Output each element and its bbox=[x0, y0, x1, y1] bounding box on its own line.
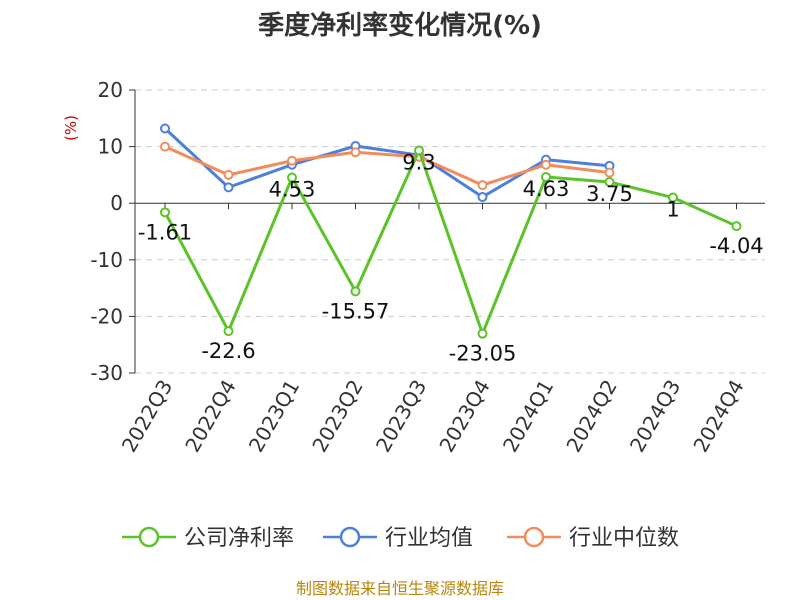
legend-label: 行业中位数 bbox=[569, 526, 679, 551]
series-point bbox=[287, 172, 297, 183]
series-point bbox=[287, 155, 297, 166]
x-tick-label: 2022Q3 bbox=[117, 376, 177, 457]
series-point bbox=[350, 286, 361, 297]
legend-label: 行业均值 bbox=[385, 526, 473, 551]
y-tick-label: -20 bbox=[90, 304, 123, 328]
series-point bbox=[731, 221, 742, 232]
legend-label: 公司净利率 bbox=[184, 526, 294, 551]
series-point bbox=[477, 180, 488, 191]
series-point bbox=[668, 192, 678, 203]
x-tick-label: 2023Q1 bbox=[244, 376, 304, 457]
series-point bbox=[160, 207, 170, 218]
data-label: 1 bbox=[666, 198, 679, 222]
x-tick-label: 2024Q1 bbox=[498, 376, 558, 457]
series-line bbox=[164, 145, 610, 187]
x-tick-label: 2024Q4 bbox=[688, 376, 748, 457]
data-label: 9.3 bbox=[402, 151, 435, 175]
series-point bbox=[223, 182, 234, 193]
x-tick-label: 2024Q3 bbox=[625, 376, 685, 457]
data-label: 4.53 bbox=[269, 178, 316, 202]
series-line bbox=[163, 149, 738, 336]
series-point bbox=[160, 141, 170, 152]
x-tick-label: 2023Q2 bbox=[307, 376, 367, 457]
series-point bbox=[414, 145, 424, 156]
source-note: 制图数据来自恒生聚源数据库 bbox=[296, 579, 504, 598]
chart-title: 季度净利率变化情况(%) bbox=[258, 10, 542, 41]
series-point bbox=[541, 171, 551, 182]
data-label: -15.57 bbox=[322, 299, 390, 323]
series-point bbox=[350, 147, 361, 158]
series-point bbox=[477, 328, 488, 339]
y-tick-label: 20 bbox=[98, 78, 123, 102]
data-label: -22.6 bbox=[201, 339, 255, 363]
data-labels: -1.61 -22.6 4.53 -15.57 9.3 -23.05 4.63 3.75 1 -4… bbox=[138, 151, 764, 366]
legend: 公司净利率 行业均值 行业中位数 bbox=[122, 526, 679, 551]
data-label: 4.63 bbox=[523, 177, 570, 201]
y-tick-label: -30 bbox=[90, 361, 123, 385]
x-tick-label: 2023Q3 bbox=[371, 376, 431, 457]
x-tick-label: 2024Q2 bbox=[561, 376, 621, 457]
series-point bbox=[604, 167, 615, 178]
grid bbox=[135, 89, 765, 374]
series-point bbox=[223, 169, 234, 180]
y-tick-label: -10 bbox=[90, 248, 123, 272]
legend-marker bbox=[339, 526, 361, 548]
series-point bbox=[477, 191, 488, 202]
series-point bbox=[223, 326, 234, 337]
x-tick-label: 2023Q4 bbox=[434, 376, 494, 457]
series-point bbox=[604, 176, 615, 187]
series-layer bbox=[160, 123, 742, 339]
series-point bbox=[160, 123, 170, 134]
legend-marker bbox=[523, 526, 545, 548]
series-point bbox=[541, 159, 551, 170]
y-axis-label: (%) bbox=[62, 115, 80, 141]
legend-marker bbox=[138, 526, 160, 548]
data-label: -23.05 bbox=[449, 342, 517, 366]
data-label: 3.75 bbox=[586, 182, 633, 206]
data-label: -1.61 bbox=[138, 220, 192, 244]
data-label: -4.04 bbox=[709, 234, 763, 258]
series-line bbox=[163, 127, 610, 199]
x-tick-label: 2022Q4 bbox=[180, 376, 240, 457]
y-tick-label: 10 bbox=[98, 135, 123, 159]
y-tick-label: 0 bbox=[110, 191, 123, 215]
